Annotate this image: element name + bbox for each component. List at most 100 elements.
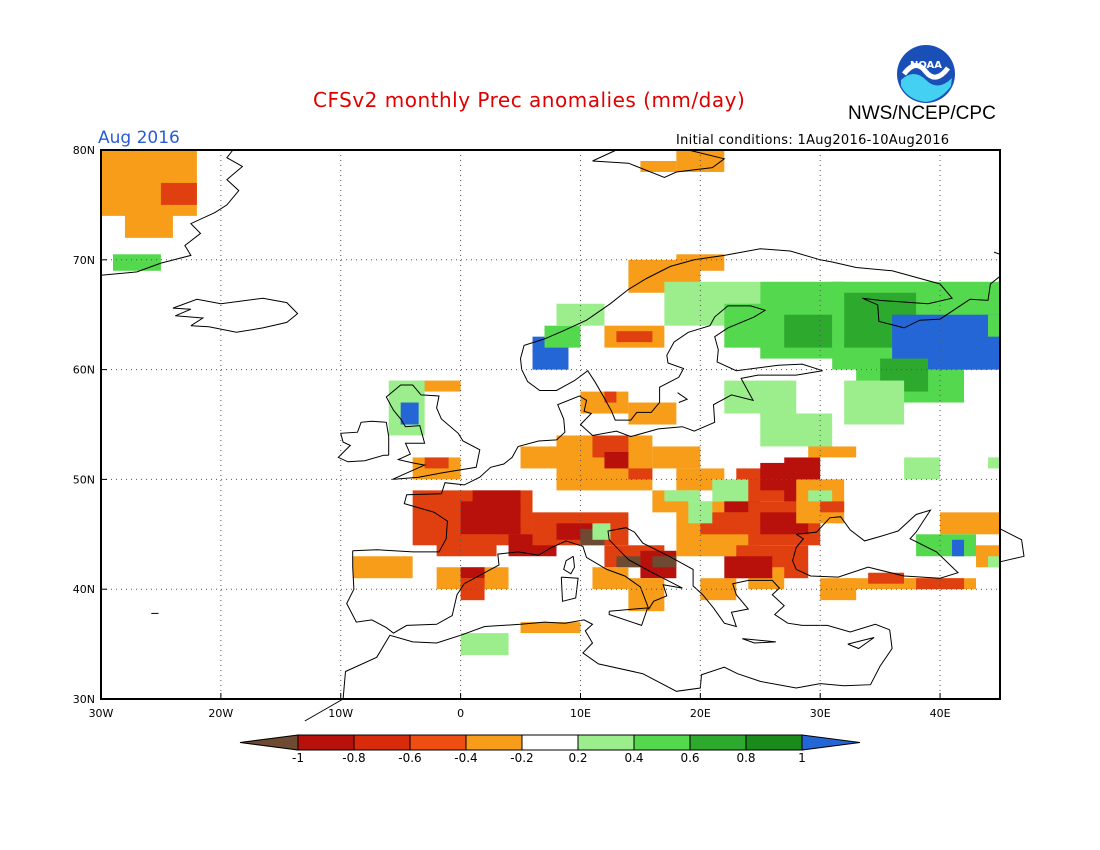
anomaly-cell <box>808 446 857 458</box>
organization-label: NWS/NCEP/CPC <box>848 103 996 124</box>
coastline <box>352 370 823 553</box>
anomaly-cell <box>424 457 449 469</box>
legend-swatch <box>689 734 747 751</box>
coastline <box>385 384 481 480</box>
anomaly-cells <box>101 150 1000 656</box>
lon-tick-label: 20E <box>690 707 711 720</box>
anomaly-cell <box>628 402 677 425</box>
anomaly-cell <box>352 556 413 579</box>
anomaly-cell <box>460 567 485 579</box>
coastline <box>592 149 726 179</box>
lat-tick-label: 30N <box>73 693 95 706</box>
lat-tick-label: 50N <box>73 473 95 486</box>
anomaly-cell <box>664 490 701 502</box>
lat-tick-label: 80N <box>73 144 95 157</box>
legend-label: 0.6 <box>680 751 699 765</box>
coastline <box>999 528 1025 563</box>
lon-tick-label: 10W <box>328 707 353 720</box>
legend-label: -0.8 <box>342 751 365 765</box>
anomaly-cell <box>916 578 965 590</box>
anomaly-cell <box>820 578 857 601</box>
chart-title: CFSv2 monthly Prec anomalies (mm/day) <box>313 88 746 112</box>
anomaly-cell <box>724 556 773 579</box>
coastline <box>337 420 390 463</box>
anomaly-cell <box>676 254 725 271</box>
anomaly-cell <box>676 468 725 491</box>
coastline <box>172 297 299 333</box>
coastline <box>792 509 959 579</box>
initial-conditions-label: Initial conditions: 1Aug2016-10Aug2016 <box>676 133 950 148</box>
anomaly-cell <box>616 556 641 568</box>
legend-swatch <box>353 734 411 751</box>
map-frame <box>100 149 1001 700</box>
anomaly-cell <box>520 622 581 634</box>
anomaly-cell <box>988 457 1000 469</box>
legend-swatch <box>521 734 579 751</box>
anomaly-cell <box>952 539 965 557</box>
anomaly-cell <box>988 556 1000 568</box>
anomaly-cell <box>988 314 1000 337</box>
anomaly-cell <box>652 556 677 568</box>
legend-label: -0.2 <box>510 751 533 765</box>
anomaly-cell <box>760 413 833 447</box>
coastline <box>608 607 649 627</box>
color-legend: -1 -0.8 -0.6 -0.4 -0.2 0.2 0.4 0.6 0.8 1 <box>239 734 861 765</box>
anomaly-cell <box>724 380 797 414</box>
anomaly-cell <box>592 523 611 540</box>
anomaly-cell <box>592 567 629 590</box>
anomaly-cell <box>916 534 977 557</box>
anomaly-cell <box>940 512 1000 535</box>
lon-tick-label: 20W <box>208 707 233 720</box>
legend-swatch <box>577 734 635 751</box>
anomaly-cell <box>436 534 497 557</box>
anomaly-cell <box>460 578 485 601</box>
legend-arrow-left <box>239 734 299 751</box>
anomaly-cell <box>604 451 629 469</box>
legend-label: -0.4 <box>454 751 477 765</box>
anomaly-cell <box>700 512 761 535</box>
coastline <box>304 619 893 722</box>
anomaly-cell <box>472 490 521 513</box>
coastlines <box>100 149 1025 722</box>
lat-tick-label: 40N <box>73 583 95 596</box>
month-label: Aug 2016 <box>98 128 180 148</box>
anomaly-cell <box>460 633 509 656</box>
legend-swatch <box>745 734 803 751</box>
anomaly-cell <box>544 325 581 348</box>
legend-label: -1 <box>292 751 304 765</box>
lat-tick-label: 70N <box>73 254 95 267</box>
anomaly-cell <box>604 391 617 403</box>
anomaly-cell <box>160 182 197 205</box>
anomaly-cell <box>712 479 749 502</box>
anomaly-cell <box>520 446 569 469</box>
anomaly-cell <box>112 254 161 271</box>
anomaly-cell <box>904 457 941 480</box>
anomaly-cell <box>616 331 653 343</box>
anomaly-cell <box>412 380 461 392</box>
legend-label: 1 <box>798 751 806 765</box>
legend-label: 0.8 <box>736 751 755 765</box>
latitude-ticks: 30N 40N 50N 60N 70N 80N <box>73 144 107 706</box>
anomaly-cell <box>640 160 677 172</box>
legend-label: 0.4 <box>624 751 643 765</box>
lat-tick-label: 60N <box>73 364 95 377</box>
coastline <box>100 149 244 276</box>
legend-label: -0.6 <box>398 751 421 765</box>
anomaly-cell <box>628 468 653 480</box>
coastline <box>847 637 875 650</box>
anomaly-cell <box>868 572 905 584</box>
lon-tick-label: 40E <box>930 707 951 720</box>
coastline <box>346 527 890 634</box>
coastline <box>742 638 776 644</box>
legend-swatch <box>465 734 523 751</box>
coastline <box>592 149 617 162</box>
anomaly-cell <box>556 303 605 326</box>
coastline <box>519 248 1001 421</box>
anomaly-cell <box>628 578 665 612</box>
longitude-ticks: 30W 20W 10W 0 10E 20E 30E 40E <box>89 693 951 720</box>
lon-tick-label: 0 <box>457 707 464 720</box>
coastline <box>677 392 689 403</box>
lon-tick-label: 30W <box>89 707 114 720</box>
coastline <box>560 576 579 602</box>
